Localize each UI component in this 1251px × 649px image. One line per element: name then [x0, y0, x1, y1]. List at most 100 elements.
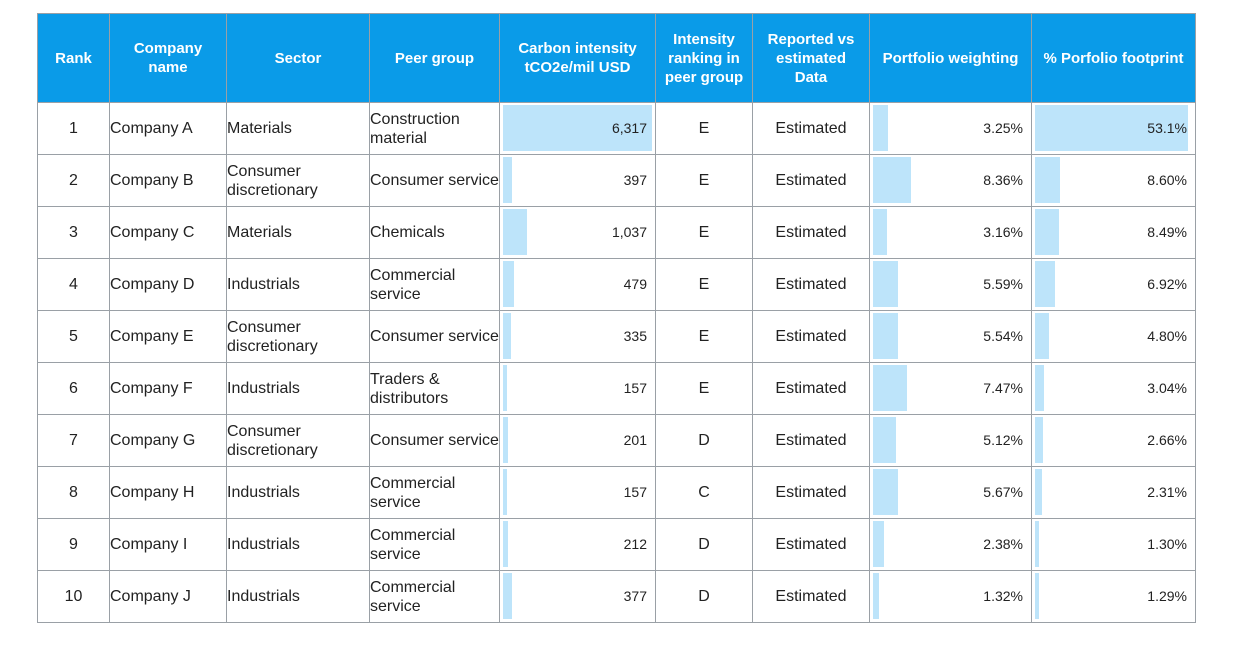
carbon-intensity-value: 397: [623, 172, 647, 188]
carbon-intensity-bar-cell: 157: [500, 363, 655, 414]
carbon-intensity-cell: 479: [499, 258, 656, 311]
portfolio-weighting-bar: [873, 209, 887, 255]
portfolio-footprint-bar: [1035, 573, 1039, 619]
portfolio-footprint-value: 4.80%: [1147, 328, 1187, 344]
portfolio-weighting-value: 5.12%: [983, 432, 1023, 448]
portfolio-weighting-value: 5.59%: [983, 276, 1023, 292]
sector-cell: Industrials: [226, 570, 370, 623]
portfolio-footprint-value: 2.31%: [1147, 484, 1187, 500]
portfolio-footprint-bar-cell: 2.31%: [1032, 467, 1195, 518]
carbon-intensity-bar: [503, 157, 512, 203]
portfolio-footprint-bar-cell: 53.1%: [1032, 103, 1195, 154]
carbon-intensity-bar: [503, 365, 507, 411]
portfolio-weighting-cell: 5.59%: [869, 258, 1032, 311]
portfolio-footprint-bar: [1035, 261, 1055, 307]
portfolio-footprint-bar-cell: 6.92%: [1032, 259, 1195, 310]
portfolio-weighting-cell: 7.47%: [869, 362, 1032, 415]
col-header-rank: Rank: [37, 13, 110, 103]
intensity-ranking-cell: D: [655, 414, 753, 467]
peer-group-cell: Traders & distributors: [369, 362, 500, 415]
data-type-cell: Estimated: [752, 310, 870, 363]
table-row: 7 Company G Consumer discretionary Consumer…: [37, 414, 1196, 467]
carbon-intensity-bar: [503, 261, 514, 307]
intensity-ranking-cell: E: [655, 362, 753, 415]
company-name-cell: Company J: [109, 570, 227, 623]
portfolio-footprint-bar: [1035, 521, 1039, 567]
sector-cell: Consumer discretionary: [226, 154, 370, 207]
company-name-cell: Company H: [109, 466, 227, 519]
carbon-intensity-bar-cell: 201: [500, 415, 655, 466]
portfolio-weighting-bar-cell: 7.47%: [870, 363, 1031, 414]
peer-group-cell: Commercial service: [369, 258, 500, 311]
col-header-company: Company name: [109, 13, 227, 103]
table-row: 10 Company J Industrials Commercial service…: [37, 570, 1196, 623]
portfolio-weighting-bar-cell: 5.59%: [870, 259, 1031, 310]
carbon-intensity-bar: [503, 469, 507, 515]
col-header-peer-group: Peer group: [369, 13, 500, 103]
sector-cell: Industrials: [226, 258, 370, 311]
rank-cell: 4: [37, 258, 110, 311]
col-header-intensity-ranking: Intensity ranking in peer group: [655, 13, 753, 103]
company-name-cell: Company E: [109, 310, 227, 363]
portfolio-weighting-cell: 3.25%: [869, 102, 1032, 155]
portfolio-weighting-cell: 5.54%: [869, 310, 1032, 363]
portfolio-weighting-bar: [873, 105, 888, 151]
portfolio-footprint-value: 1.30%: [1147, 536, 1187, 552]
portfolio-weighting-bar: [873, 417, 896, 463]
company-name-cell: Company G: [109, 414, 227, 467]
peer-group-cell: Consumer service: [369, 310, 500, 363]
portfolio-weighting-bar: [873, 313, 898, 359]
carbon-intensity-bar: [503, 105, 652, 151]
portfolio-weighting-bar-cell: 3.16%: [870, 207, 1031, 258]
holdings-table: Rank Company name Sector Peer group Carb…: [37, 13, 1196, 623]
table-row: 8 Company H Industrials Commercial service 1…: [37, 466, 1196, 519]
data-type-cell: Estimated: [752, 102, 870, 155]
peer-group-cell: Consumer service: [369, 414, 500, 467]
carbon-intensity-bar-cell: 335: [500, 311, 655, 362]
company-name-cell: Company F: [109, 362, 227, 415]
data-type-cell: Estimated: [752, 206, 870, 259]
portfolio-weighting-value: 5.54%: [983, 328, 1023, 344]
portfolio-footprint-value: 3.04%: [1147, 380, 1187, 396]
company-name-cell: Company B: [109, 154, 227, 207]
carbon-intensity-bar-cell: 157: [500, 467, 655, 518]
portfolio-weighting-bar-cell: 1.32%: [870, 571, 1031, 622]
col-header-portfolio-weighting: Portfolio weighting: [869, 13, 1032, 103]
portfolio-footprint-cell: 2.66%: [1031, 414, 1196, 467]
carbon-intensity-bar: [503, 313, 511, 359]
peer-group-cell: Commercial service: [369, 466, 500, 519]
peer-group-cell: Consumer service: [369, 154, 500, 207]
rank-cell: 3: [37, 206, 110, 259]
carbon-intensity-value: 6,317: [611, 120, 647, 136]
portfolio-weighting-value: 5.67%: [983, 484, 1023, 500]
rank-cell: 9: [37, 518, 110, 571]
portfolio-weighting-cell: 5.12%: [869, 414, 1032, 467]
portfolio-weighting-value: 3.16%: [983, 224, 1023, 240]
portfolio-footprint-value: 6.92%: [1147, 276, 1187, 292]
portfolio-weighting-bar: [873, 573, 879, 619]
carbon-intensity-value: 1,037: [611, 224, 647, 240]
carbon-intensity-cell: 397: [499, 154, 656, 207]
company-name-cell: Company I: [109, 518, 227, 571]
peer-group-cell: Commercial service: [369, 570, 500, 623]
carbon-intensity-cell: 157: [499, 362, 656, 415]
rank-cell: 10: [37, 570, 110, 623]
data-type-cell: Estimated: [752, 258, 870, 311]
portfolio-footprint-bar-cell: 1.30%: [1032, 519, 1195, 570]
intensity-ranking-cell: C: [655, 466, 753, 519]
company-name-cell: Company A: [109, 102, 227, 155]
portfolio-footprint-cell: 6.92%: [1031, 258, 1196, 311]
peer-group-cell: Construction material: [369, 102, 500, 155]
carbon-intensity-bar-cell: 377: [500, 571, 655, 622]
portfolio-weighting-bar-cell: 3.25%: [870, 103, 1031, 154]
table-row: 5 Company E Consumer discretionary Consumer…: [37, 310, 1196, 363]
portfolio-footprint-bar: [1035, 157, 1060, 203]
portfolio-weighting-bar: [873, 157, 911, 203]
data-type-cell: Estimated: [752, 154, 870, 207]
carbon-intensity-cell: 6,317: [499, 102, 656, 155]
portfolio-footprint-cell: 1.30%: [1031, 518, 1196, 571]
peer-group-cell: Chemicals: [369, 206, 500, 259]
table-row: 2 Company B Consumer discretionary Consumer…: [37, 154, 1196, 207]
carbon-intensity-bar-cell: 1,037: [500, 207, 655, 258]
